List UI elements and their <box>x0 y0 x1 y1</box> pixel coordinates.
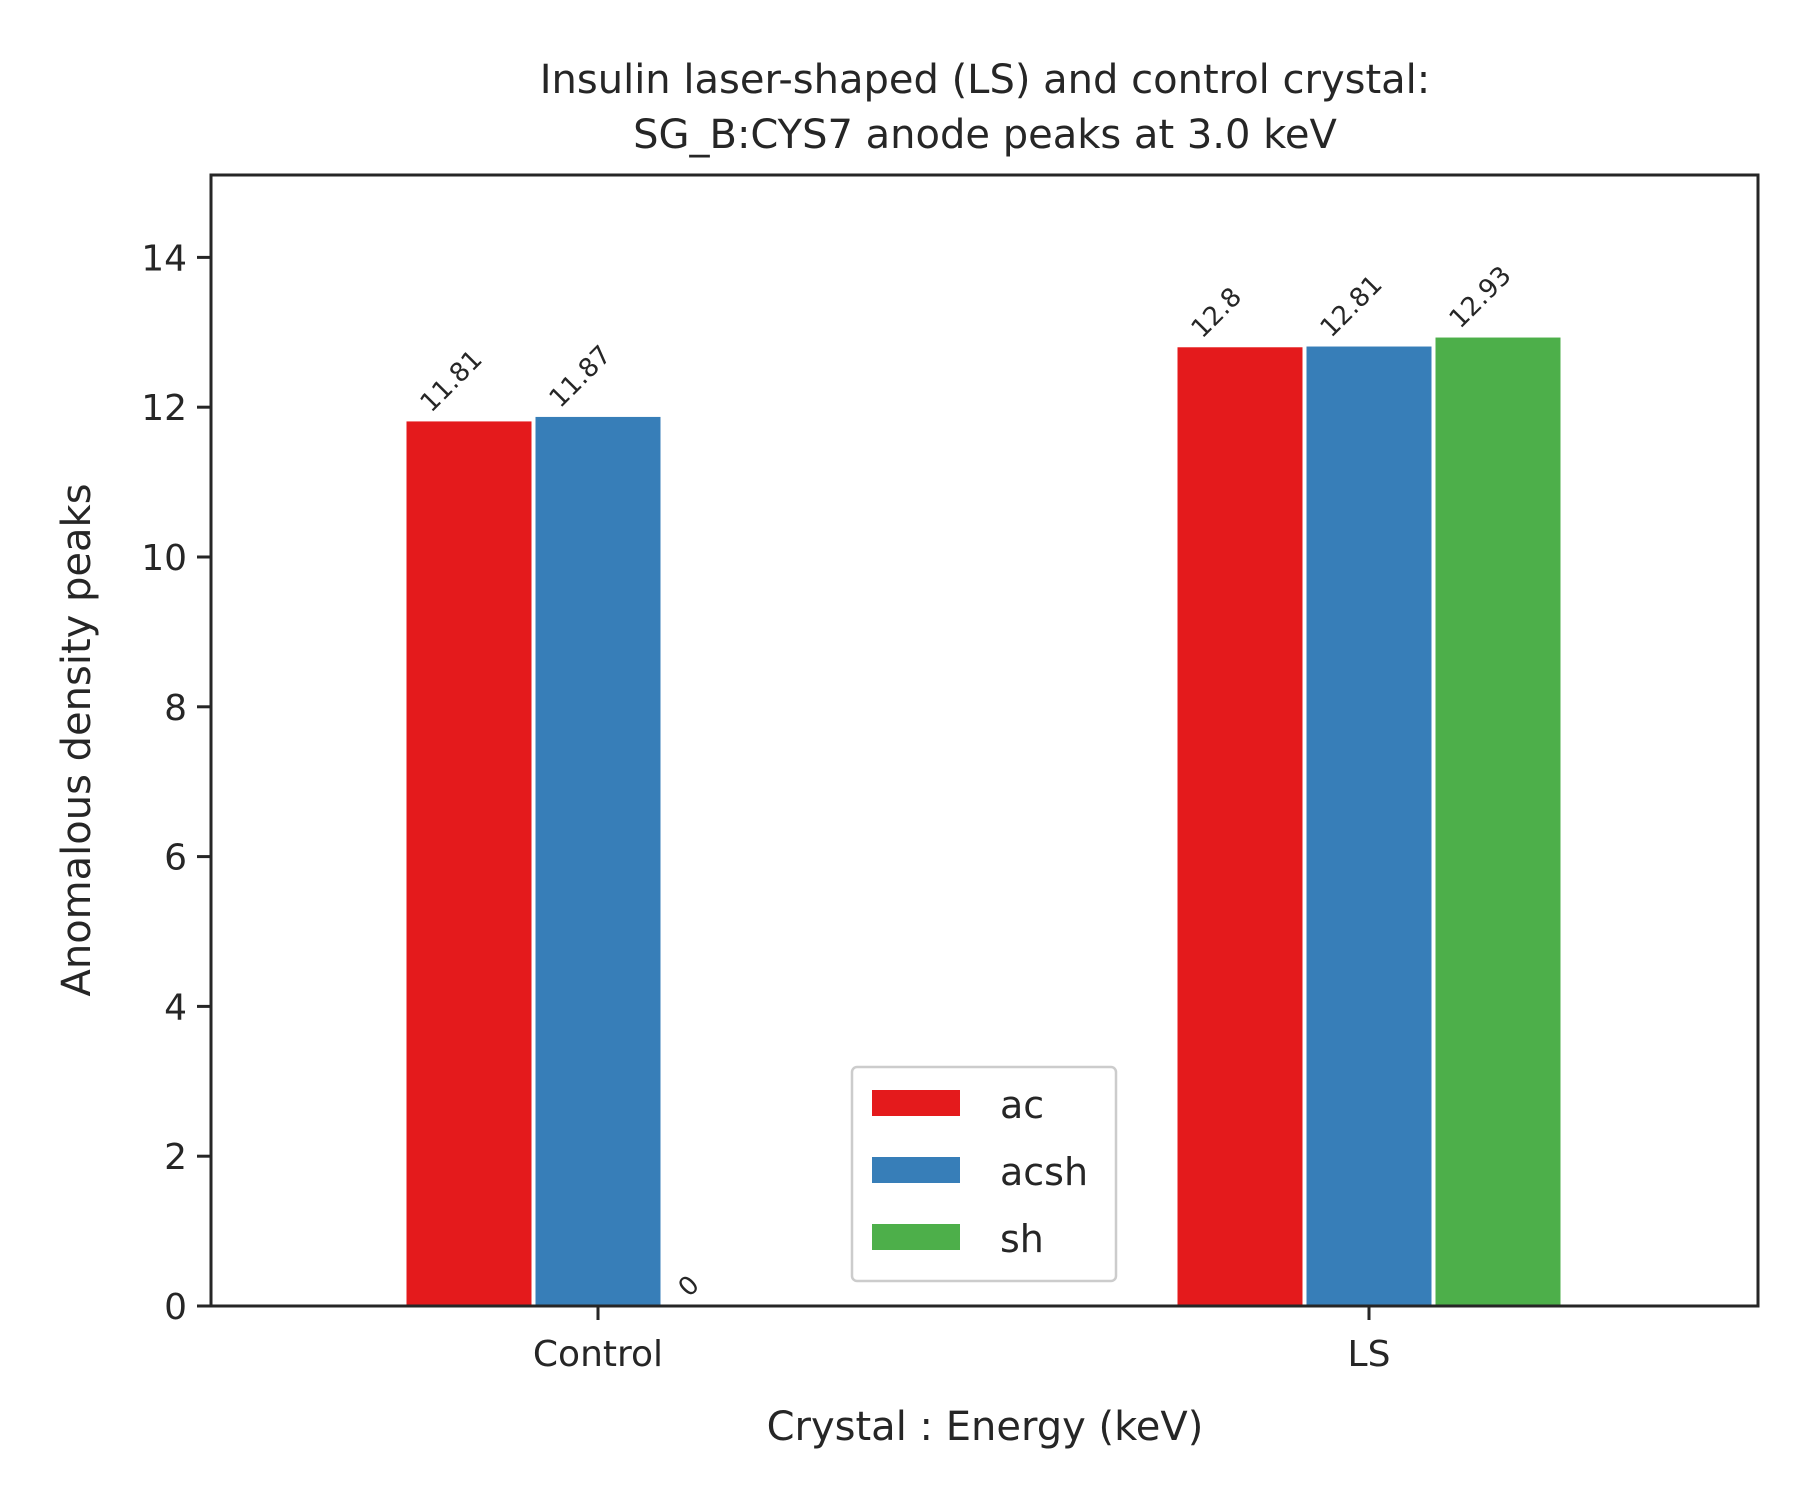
y-tick-label: 2 <box>164 1137 187 1178</box>
y-tick-label: 0 <box>164 1287 187 1328</box>
x-axis-label: Crystal : Energy (keV) <box>767 1404 1204 1450</box>
legend-swatch-sh <box>872 1224 960 1250</box>
y-tick-label: 6 <box>164 838 187 879</box>
y-tick-label: 10 <box>141 538 187 579</box>
chart-title-line-1: Insulin laser-shaped (LS) and control cr… <box>540 57 1431 103</box>
x-tick-label: LS <box>1348 1334 1391 1375</box>
bar-sh-ls <box>1435 337 1561 1306</box>
x-axis: Control LS <box>533 1306 1391 1375</box>
bar-acsh-control <box>535 416 661 1306</box>
bar-ac-ls <box>1177 347 1303 1307</box>
legend-swatch-acsh <box>872 1157 960 1183</box>
bars-layer <box>406 337 1561 1307</box>
legend-label-ac: ac <box>1000 1083 1044 1127</box>
legend-swatch-ac <box>872 1090 960 1116</box>
y-tick-label: 4 <box>164 987 187 1028</box>
bar-ac-control <box>406 421 532 1306</box>
x-tick-label: Control <box>533 1334 663 1375</box>
y-axis: 0 2 4 6 8 10 12 14 <box>141 238 211 1328</box>
y-tick-label: 14 <box>141 238 187 279</box>
y-tick-label: 8 <box>164 688 187 729</box>
legend: ac acsh sh <box>850 1065 1118 1283</box>
y-tick-label: 12 <box>141 388 187 429</box>
chart-title-line-2: SG_B:CYS7 anode peaks at 3.0 keV <box>633 112 1337 158</box>
legend-label-sh: sh <box>1000 1217 1044 1261</box>
bar-acsh-ls <box>1306 346 1432 1306</box>
legend-label-acsh: acsh <box>1000 1150 1088 1194</box>
y-axis-label: Anomalous density peaks <box>54 483 100 996</box>
plot-frame <box>209 173 1760 1308</box>
